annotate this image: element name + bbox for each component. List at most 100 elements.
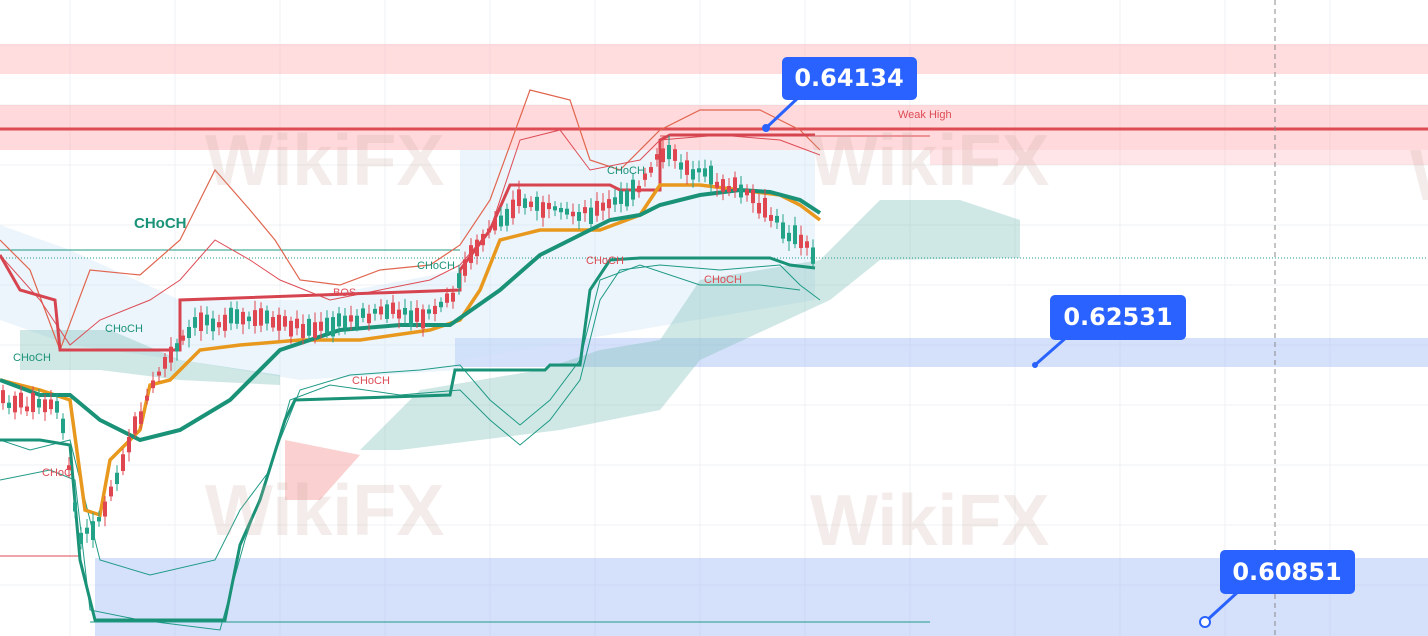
candle-body <box>631 179 635 200</box>
candle-body <box>577 212 581 221</box>
choch-label: CHoCH <box>134 215 187 232</box>
candle-body <box>121 454 125 471</box>
price-box <box>782 57 917 100</box>
candle-body <box>667 145 671 160</box>
candle-body <box>733 177 737 192</box>
price-label: 0.64134 <box>794 64 903 92</box>
candle-body <box>481 233 485 246</box>
candle-body <box>565 208 569 215</box>
choch-label: CHoC <box>42 467 72 479</box>
candle-body <box>7 402 11 408</box>
candle-body <box>661 148 665 163</box>
candle-body <box>67 465 71 471</box>
candle-body <box>205 314 209 326</box>
candle-body <box>307 318 311 336</box>
candle-body <box>559 207 563 213</box>
candle-body <box>157 371 161 376</box>
choch-label: CHoCH <box>607 165 645 177</box>
candle-body <box>109 486 113 497</box>
candle-body <box>211 318 215 332</box>
candle-body <box>367 313 371 324</box>
candle-body <box>163 357 167 369</box>
candle-body <box>397 309 401 319</box>
candle-body <box>115 472 119 485</box>
candle-body <box>187 327 191 339</box>
candle-body <box>313 322 317 338</box>
price-box <box>1050 295 1186 340</box>
price-callouts: 0.64134 0.62531 0.60851 <box>762 57 1355 628</box>
candle-body <box>811 247 815 264</box>
candle-body <box>61 418 65 434</box>
candle-body <box>637 185 641 193</box>
watermark: WikiFX <box>205 471 444 551</box>
candle-body <box>43 399 47 413</box>
bos-label: BOS <box>333 287 356 299</box>
choch-label: CHoCH <box>704 274 742 286</box>
candle-body <box>265 310 269 324</box>
candle-body <box>175 343 179 352</box>
candle-body <box>679 162 683 170</box>
candle-body <box>505 208 509 226</box>
candle-body <box>409 310 413 327</box>
watermark: WikiFX <box>810 121 1049 201</box>
candle-body <box>55 401 59 413</box>
candle-body <box>223 314 227 331</box>
candle-body <box>259 308 263 326</box>
candle-body <box>727 185 731 193</box>
candle-body <box>247 316 251 322</box>
candle-body <box>79 532 83 544</box>
candle-body <box>289 320 293 337</box>
weak-high-label: Weak High <box>898 109 952 121</box>
candle-body <box>355 315 359 327</box>
candle-body <box>601 202 605 211</box>
candle-body <box>139 411 143 424</box>
candle-body <box>241 311 245 325</box>
candle-body <box>199 312 203 332</box>
candle-body <box>73 502 77 512</box>
candle-body <box>655 154 659 160</box>
candle-body <box>793 225 797 245</box>
choch-label: CHoCH <box>417 260 455 272</box>
candle-body <box>613 197 617 205</box>
candle-body <box>463 259 467 276</box>
choch-label: CHoCH <box>13 352 51 364</box>
price-label: 0.62531 <box>1063 303 1172 331</box>
candle-body <box>301 324 305 339</box>
candle-body <box>31 392 35 413</box>
candle-body <box>739 184 743 198</box>
candle-body <box>217 322 221 328</box>
candle-body <box>283 316 287 327</box>
candle-body <box>433 305 437 315</box>
candle-body <box>271 317 275 328</box>
candle-body <box>439 301 443 308</box>
candle-body <box>697 168 701 173</box>
candle-body <box>19 392 23 408</box>
candle-body <box>517 189 521 207</box>
watermark: WikiFX <box>810 481 1049 561</box>
candle-body <box>721 179 725 192</box>
candle-body <box>763 197 767 218</box>
candle-body <box>619 190 623 204</box>
candle-body <box>337 313 341 327</box>
candle-body <box>715 181 719 188</box>
candle-body <box>469 245 473 263</box>
candle-body <box>595 200 599 216</box>
candle-body <box>781 222 785 239</box>
candle-body <box>703 168 707 177</box>
candle-body <box>799 234 803 249</box>
candle-body <box>571 211 575 217</box>
candle-body <box>151 380 155 389</box>
candle-body <box>25 406 29 412</box>
choch-label: CHoCH <box>105 323 143 335</box>
candle-body <box>583 207 587 214</box>
price-box <box>1220 550 1355 594</box>
candle-body <box>181 335 185 341</box>
candle-body <box>769 214 773 221</box>
candle-body <box>127 436 131 453</box>
candle-body <box>625 190 629 207</box>
watermarks: WikiFX WikiFX WikiFX WikiFX WikiFX <box>205 121 1428 561</box>
candle-body <box>499 215 503 227</box>
candle-body <box>775 215 779 223</box>
candle-body <box>91 521 95 541</box>
